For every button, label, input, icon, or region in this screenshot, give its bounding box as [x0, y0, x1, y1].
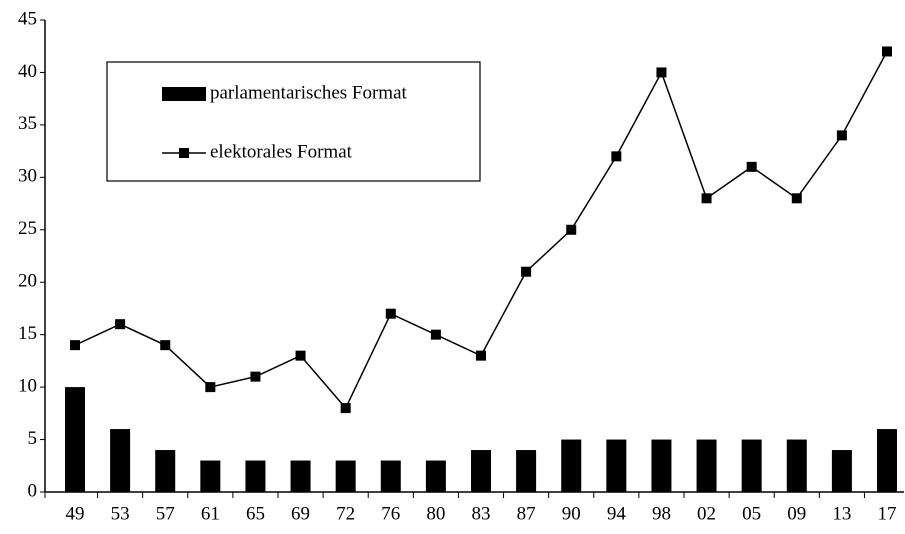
x-tick-label: 53: [111, 503, 130, 524]
x-tick-label: 90: [562, 503, 581, 524]
marker: [70, 340, 80, 351]
y-tick-label: 20: [18, 271, 37, 292]
marker: [566, 224, 577, 235]
x-tick-label: 76: [381, 503, 400, 524]
bar: [425, 460, 446, 492]
marker: [701, 193, 712, 204]
marker: [160, 340, 171, 351]
legend-marker: [179, 148, 189, 158]
x-tick-label: 83: [472, 503, 491, 524]
legend-box: [106, 61, 481, 182]
marker: [205, 382, 216, 393]
marker: [836, 130, 847, 141]
x-tick-label: 13: [832, 503, 851, 524]
y-tick-label: 5: [28, 428, 38, 449]
bar: [651, 439, 672, 492]
y-tick-label: 0: [28, 480, 38, 501]
bar: [877, 429, 897, 492]
bar: [831, 450, 852, 492]
marker: [611, 151, 622, 162]
y-tick-label: 30: [18, 166, 37, 187]
x-tick-label: 98: [652, 503, 671, 524]
bar: [696, 439, 717, 492]
marker: [340, 403, 351, 414]
bar: [380, 460, 401, 492]
marker: [295, 350, 306, 361]
y-tick-label: 35: [18, 113, 37, 134]
bar: [786, 439, 807, 492]
bar: [335, 460, 356, 492]
x-tick-label: 05: [742, 503, 761, 524]
bar: [516, 450, 537, 492]
marker: [791, 193, 802, 204]
y-tick-label: 45: [18, 8, 37, 29]
bar: [606, 439, 627, 492]
x-tick-label: 17: [878, 503, 897, 524]
legend-label: parlamentarisches Format: [210, 82, 408, 103]
y-tick-label: 10: [18, 375, 37, 396]
legend-label: elektorales Format: [210, 141, 353, 162]
marker: [656, 67, 667, 78]
x-tick-label: 69: [291, 503, 310, 524]
x-tick-label: 87: [517, 503, 536, 524]
bar: [561, 439, 582, 492]
bar: [200, 460, 221, 492]
x-tick-label: 49: [66, 503, 85, 524]
x-tick-label: 72: [336, 503, 355, 524]
x-tick-label: 80: [426, 503, 445, 524]
marker: [476, 350, 486, 361]
marker: [882, 46, 892, 57]
marker: [746, 161, 757, 172]
bar: [471, 450, 491, 492]
bar: [110, 429, 131, 492]
legend-swatch: [162, 87, 206, 101]
bar: [741, 439, 762, 492]
marker: [385, 308, 396, 319]
x-tick-label: 57: [156, 503, 175, 524]
bar: [65, 387, 85, 492]
marker: [430, 329, 441, 340]
bar: [290, 460, 311, 492]
y-tick-label: 25: [18, 218, 37, 239]
x-tick-label: 65: [246, 503, 265, 524]
marker: [115, 319, 126, 330]
y-tick-label: 15: [18, 323, 37, 344]
bar: [155, 450, 176, 492]
x-tick-label: 09: [787, 503, 806, 524]
marker: [521, 266, 532, 277]
x-tick-label: 94: [607, 503, 627, 524]
x-tick-label: 02: [697, 503, 716, 524]
bar: [245, 460, 266, 492]
y-tick-label: 40: [18, 61, 37, 82]
marker: [250, 371, 261, 382]
x-tick-label: 61: [201, 503, 220, 524]
